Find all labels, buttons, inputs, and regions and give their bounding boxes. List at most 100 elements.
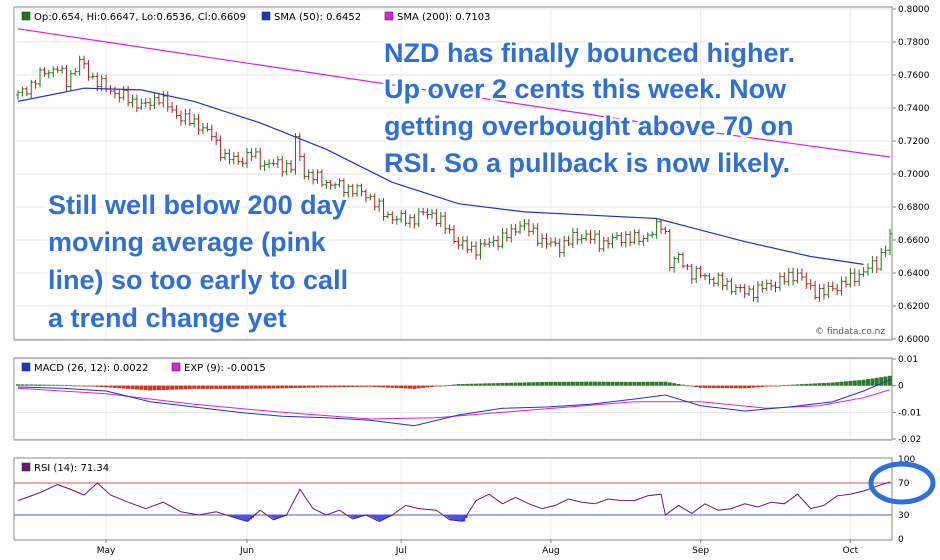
price-y-tick-label: 0.7200 — [898, 137, 930, 147]
ohlc-bar — [20, 86, 25, 97]
price-y-tick-label: 0.7400 — [898, 104, 930, 114]
macd-histogram-bar — [222, 385, 227, 389]
macd-histogram-bar — [500, 383, 505, 386]
ohlc-bar — [619, 232, 624, 247]
macd-histogram-bar — [152, 385, 157, 391]
x-tick-label: Sep — [692, 546, 709, 556]
ohlc-bar — [275, 155, 280, 169]
ohlc-bar — [733, 284, 738, 296]
macd-histogram-bar — [747, 385, 752, 388]
ohlc-bar — [403, 210, 408, 226]
macd-histogram-bar — [174, 385, 179, 390]
ohlc-bar — [570, 227, 575, 249]
macd-histogram-bar — [434, 385, 439, 387]
rsi-oversold-fill — [249, 515, 252, 520]
ohlc-bar — [350, 184, 355, 197]
ohlc-bar — [82, 55, 87, 69]
macd-histogram-bar — [170, 385, 175, 390]
ohlc-bar — [632, 229, 637, 245]
macd-histogram-bar — [262, 385, 267, 389]
macd-histogram-bar — [491, 383, 496, 386]
ohlc-bar — [170, 101, 175, 114]
ohlc-bar — [139, 98, 144, 110]
ohlc-bar — [474, 241, 479, 260]
ohlc-bar — [183, 108, 188, 126]
ohlc-bar — [306, 169, 311, 181]
macd-histogram-bar — [112, 385, 117, 388]
macd-histogram-bar — [390, 385, 395, 388]
rsi-oversold-fill — [445, 515, 448, 517]
rsi-oversold-fill — [253, 515, 257, 516]
ohlc-bar — [636, 229, 641, 246]
ohlc-bar — [773, 281, 778, 293]
ohlc-bar — [500, 228, 505, 249]
ohlc-bar — [134, 94, 139, 113]
ohlc-bar — [196, 114, 201, 136]
rsi-legend-label: RSI (14): 71.34 — [34, 463, 109, 474]
ohlc-bar — [628, 231, 633, 247]
x-tick-label: Jul — [395, 546, 407, 556]
ohlc-bar — [236, 151, 241, 165]
ohlc-bar — [222, 148, 227, 161]
ohlc-bar — [654, 218, 659, 239]
macd-histogram-bar — [597, 381, 602, 386]
ohlc-bar — [178, 110, 183, 126]
ohlc-bar — [883, 245, 888, 257]
macd-histogram-bar — [284, 385, 289, 389]
ohlc-bar — [747, 285, 752, 297]
macd-histogram-bar — [104, 385, 109, 388]
macd-histogram-bar — [703, 385, 708, 388]
ohlc-bar — [707, 272, 712, 285]
price-series — [16, 28, 892, 303]
macd-histogram-bar — [751, 385, 756, 388]
ohlc-bar — [672, 256, 677, 273]
macd-histogram-bar — [544, 381, 549, 386]
ohlc-bar — [363, 189, 368, 203]
macd-histogram-bar — [548, 381, 553, 386]
macd-legend: MACD (26, 12): 0.0022 EXP (9): -0.0015 — [21, 362, 266, 374]
macd-histogram-bar — [694, 385, 699, 388]
ohlc-bar — [786, 267, 791, 287]
x-tick-label: May — [97, 546, 116, 556]
ohlc-bar — [491, 235, 496, 248]
macd-histogram-bar — [16, 384, 20, 386]
ohlc-bar — [487, 237, 492, 248]
ohlc-bar — [676, 252, 681, 264]
macd-histogram-bar — [474, 383, 479, 386]
ohlc-bar — [267, 159, 272, 169]
ohlc-bar — [289, 160, 294, 173]
ohlc-bar — [271, 159, 276, 167]
macd-histogram-bar — [421, 385, 426, 388]
ohlc-bar — [324, 179, 329, 189]
credit-text: © findata.co.nz — [815, 327, 885, 337]
macd-histogram-bar — [764, 385, 769, 387]
macd-histogram-bar — [293, 385, 298, 389]
macd-histogram-bar — [275, 385, 280, 389]
macd-histogram-bar — [156, 385, 161, 391]
ohlc-bar — [641, 235, 646, 247]
macd-histogram-bar — [755, 385, 760, 388]
ohlc-bar — [843, 276, 848, 288]
rsi-oversold-fill — [275, 515, 279, 519]
macd-histogram-bar — [77, 385, 82, 387]
macd-histogram-bar — [196, 385, 201, 389]
macd-histogram-bar — [720, 385, 725, 389]
macd-histogram-bar — [883, 376, 888, 386]
macd-histogram-bar — [588, 381, 593, 386]
macd-histogram-bar — [429, 385, 434, 387]
ohlc-bar — [562, 236, 567, 257]
macd-histogram-bar — [407, 385, 412, 389]
annotation-right-line-3: getting overbought above 70 on — [384, 111, 794, 141]
macd-histogram-bar — [126, 385, 131, 389]
macd-histogram-bar — [813, 383, 818, 386]
rsi-oversold-fill — [242, 515, 246, 521]
square-icon — [171, 362, 181, 372]
ohlc-bar — [333, 182, 338, 189]
macd-histogram-bar — [852, 380, 857, 386]
macd-histogram-bar — [619, 381, 624, 386]
macd-histogram-bar — [240, 385, 245, 389]
macd-histogram-bar — [205, 385, 210, 389]
ohlc-bar — [434, 208, 439, 226]
square-icon — [261, 11, 271, 21]
ohlc-bar — [328, 179, 333, 191]
